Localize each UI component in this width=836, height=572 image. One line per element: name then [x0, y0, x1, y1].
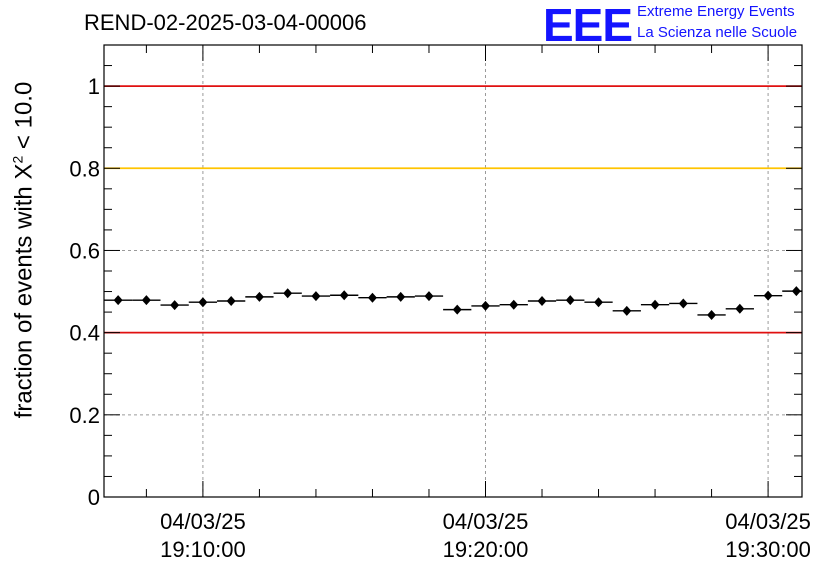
data-point	[170, 300, 180, 311]
data-point	[678, 298, 688, 309]
data-point	[339, 290, 349, 301]
y-axis-label-sup: 2	[9, 155, 26, 164]
y-tick-label: 1	[88, 74, 100, 99]
data-point	[622, 305, 632, 316]
x-tick-label-time: 19:20:00	[443, 537, 529, 562]
grid	[104, 45, 802, 497]
data-point	[537, 295, 547, 306]
logo-subtitle-2: La Scienza nelle Scuole	[637, 24, 798, 41]
y-tick-label: 0.2	[69, 403, 100, 428]
data-point	[141, 295, 151, 306]
y-axis-label-prefix: fraction of events with X	[10, 163, 38, 419]
x-tick-label-date: 04/03/25	[443, 509, 529, 534]
x-tick-label-time: 19:30:00	[725, 537, 811, 562]
y-tick-label: 0.6	[69, 238, 100, 263]
data-point	[452, 304, 462, 315]
x-tick-labels: 04/03/25 19:10:00 04/03/25 19:20:00 04/03/25…	[160, 509, 811, 562]
data-point	[311, 291, 321, 302]
data-point	[735, 303, 745, 314]
data-point	[791, 286, 801, 297]
chart-title: REND-02-2025-03-04-00006	[84, 10, 367, 35]
data-point	[367, 292, 377, 303]
reference-lines	[104, 85, 802, 334]
data-point	[396, 291, 406, 302]
data-point	[424, 291, 434, 302]
data-point	[509, 299, 519, 310]
y-tick-label: 0	[88, 485, 100, 510]
y-tick-label: 0.4	[69, 321, 100, 346]
plot-frame	[103, 44, 803, 498]
y-tick-label: 0.8	[69, 156, 100, 181]
eee-logo: EEE	[543, 0, 633, 51]
y-axis-label: fraction of events with X2 < 10.0	[10, 82, 39, 419]
data-point	[283, 288, 293, 299]
data-points	[104, 286, 802, 320]
logo-subtitle-1: Extreme Energy Events	[637, 3, 795, 20]
data-point	[650, 299, 660, 310]
data-point	[113, 295, 123, 306]
data-point	[763, 290, 773, 301]
data-point	[707, 309, 717, 320]
data-point	[565, 295, 575, 306]
x-tick-label-date: 04/03/25	[160, 509, 246, 534]
data-point	[254, 291, 264, 302]
x-tick-label-date: 04/03/25	[725, 509, 811, 534]
data-point	[480, 300, 490, 311]
data-point	[594, 297, 604, 308]
y-tick-labels: 0 0.2 0.4 0.6 0.8 1	[69, 74, 100, 510]
x-tick-label-time: 19:10:00	[160, 537, 246, 562]
axis-ticks	[104, 44, 802, 498]
y-axis-label-suffix: < 10.0	[10, 81, 38, 156]
data-point	[226, 295, 236, 306]
data-point	[198, 297, 208, 308]
